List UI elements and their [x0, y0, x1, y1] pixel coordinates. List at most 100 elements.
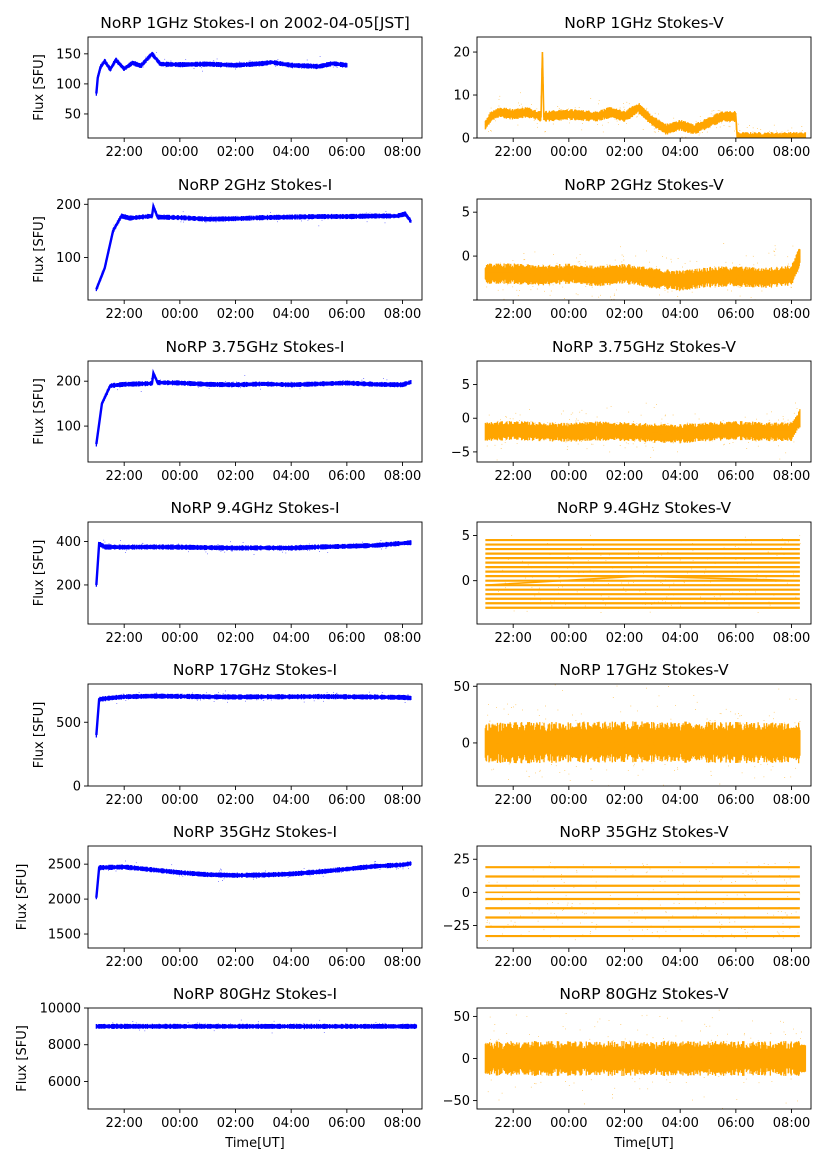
series-dots — [485, 243, 800, 300]
plot-area — [485, 861, 801, 941]
x-tick-label: 00:00 — [161, 1116, 198, 1131]
x-tick-label: 08:00 — [773, 631, 810, 646]
x-tick-label: 22:00 — [105, 955, 142, 970]
x-tick-label: 22:00 — [494, 631, 531, 646]
y-tick-label: −50 — [443, 1094, 470, 1109]
y-axis-label: Flux [SFU] — [15, 864, 30, 931]
plot-area — [484, 402, 801, 461]
panel-10: 22:00 00:00 02:00 04:00 06:00 08:00 1500 2000 25… — [15, 823, 423, 970]
x-tick-label: 08:00 — [384, 145, 421, 160]
x-tick-label: 08:00 — [384, 955, 421, 970]
y-tick-label: 0 — [462, 574, 470, 589]
x-tick-label: 22:00 — [494, 955, 531, 970]
x-tick-label: 22:00 — [494, 469, 531, 484]
panel-title: NoRP 3.75GHz Stokes-I — [166, 338, 345, 356]
plot-frame — [87, 360, 423, 463]
x-tick-label: 04:00 — [661, 631, 698, 646]
x-tick-label: 06:00 — [328, 1116, 365, 1131]
y-tick-label: 0 — [462, 1052, 470, 1067]
plot-frame — [476, 521, 812, 625]
x-tick-label: 00:00 — [550, 955, 587, 970]
y-tick-label: 400 — [56, 535, 81, 550]
x-tick-label: 08:00 — [773, 469, 810, 484]
x-tick-label: 08:00 — [384, 631, 421, 646]
y-tick-label: 2500 — [48, 858, 81, 873]
plot-frame — [87, 845, 423, 949]
x-tick-label: 06:00 — [328, 793, 365, 808]
panel-title: NoRP 1GHz Stokes-V — [564, 14, 724, 32]
x-tick-label: 04:00 — [272, 307, 309, 322]
y-tick-label: 50 — [453, 680, 470, 695]
plot-area — [485, 534, 801, 614]
x-axis-label: Time[UT] — [224, 1136, 284, 1151]
panel-title: NoRP 17GHz Stokes-I — [173, 661, 337, 679]
x-axis-label: Time[UT] — [613, 1136, 673, 1151]
x-tick-label: 08:00 — [773, 1116, 810, 1131]
panel-11: 22:00 00:00 02:00 04:00 06:00 08:00 −25 0 25 NoRP… — [443, 823, 812, 970]
x-tick-label: 22:00 — [494, 307, 531, 322]
x-tick-label: 02:00 — [217, 469, 254, 484]
series-dots — [485, 1008, 805, 1109]
series-dots — [130, 52, 343, 72]
y-tick-label: 0 — [462, 132, 470, 147]
series-dots — [486, 684, 801, 786]
x-tick-label: 02:00 — [217, 955, 254, 970]
x-tick-label: 06:00 — [717, 307, 754, 322]
series-band — [484, 409, 801, 444]
x-tick-label: 06:00 — [717, 469, 754, 484]
x-tick-label: 04:00 — [272, 955, 309, 970]
y-tick-label: 100 — [56, 251, 81, 266]
series-trace — [485, 417, 801, 435]
y-tick-label: 500 — [56, 716, 81, 731]
y-axis-label: Flux [SFU] — [32, 540, 47, 607]
x-tick-label: 04:00 — [661, 469, 698, 484]
panel-title: NoRP 9.4GHz Stokes-I — [170, 499, 339, 517]
plot-frame — [476, 198, 812, 301]
x-tick-label: 02:00 — [606, 145, 643, 160]
x-tick-label: 02:00 — [217, 145, 254, 160]
x-tick-label: 02:00 — [606, 631, 643, 646]
y-tick-label: 10000 — [40, 1002, 81, 1017]
x-tick-label: 06:00 — [717, 631, 754, 646]
x-tick-label: 08:00 — [773, 955, 810, 970]
x-tick-label: 06:00 — [328, 631, 365, 646]
x-tick-label: 08:00 — [384, 1116, 421, 1131]
panel-title: NoRP 2GHz Stokes-V — [564, 176, 724, 194]
x-tick-label: 02:00 — [606, 793, 643, 808]
plot-area — [95, 51, 348, 96]
series-trace — [95, 201, 412, 290]
series-trace — [95, 52, 348, 94]
y-tick-label: 100 — [56, 420, 81, 435]
y-axis-label: Flux [SFU] — [32, 216, 47, 283]
series-dots — [485, 402, 801, 461]
series-trace — [95, 862, 412, 898]
y-tick-label: 20 — [453, 46, 470, 61]
x-tick-label: 04:00 — [661, 1116, 698, 1131]
y-tick-label: −25 — [443, 919, 470, 934]
x-tick-label: 06:00 — [717, 793, 754, 808]
x-tick-label: 02:00 — [606, 469, 643, 484]
series-trace — [484, 52, 806, 138]
x-tick-label: 02:00 — [217, 793, 254, 808]
series-band — [95, 693, 412, 738]
x-tick-label: 02:00 — [606, 1116, 643, 1131]
y-tick-label: 200 — [56, 578, 81, 593]
plot-area — [484, 243, 801, 300]
y-tick-label: 0 — [462, 250, 470, 265]
y-tick-label: 50 — [64, 107, 81, 122]
x-tick-label: 08:00 — [384, 793, 421, 808]
plot-area — [484, 684, 801, 786]
x-tick-label: 08:00 — [773, 307, 810, 322]
y-tick-label: 1500 — [48, 928, 81, 943]
x-tick-label: 06:00 — [328, 955, 365, 970]
x-tick-label: 04:00 — [661, 793, 698, 808]
plot-area — [484, 52, 807, 138]
series-trace — [95, 368, 412, 445]
x-tick-label: 04:00 — [661, 955, 698, 970]
x-tick-label: 00:00 — [161, 469, 198, 484]
x-tick-label: 08:00 — [384, 307, 421, 322]
series-dots — [98, 539, 409, 557]
x-tick-label: 06:00 — [328, 307, 365, 322]
x-tick-label: 02:00 — [217, 631, 254, 646]
series-band — [484, 248, 801, 291]
